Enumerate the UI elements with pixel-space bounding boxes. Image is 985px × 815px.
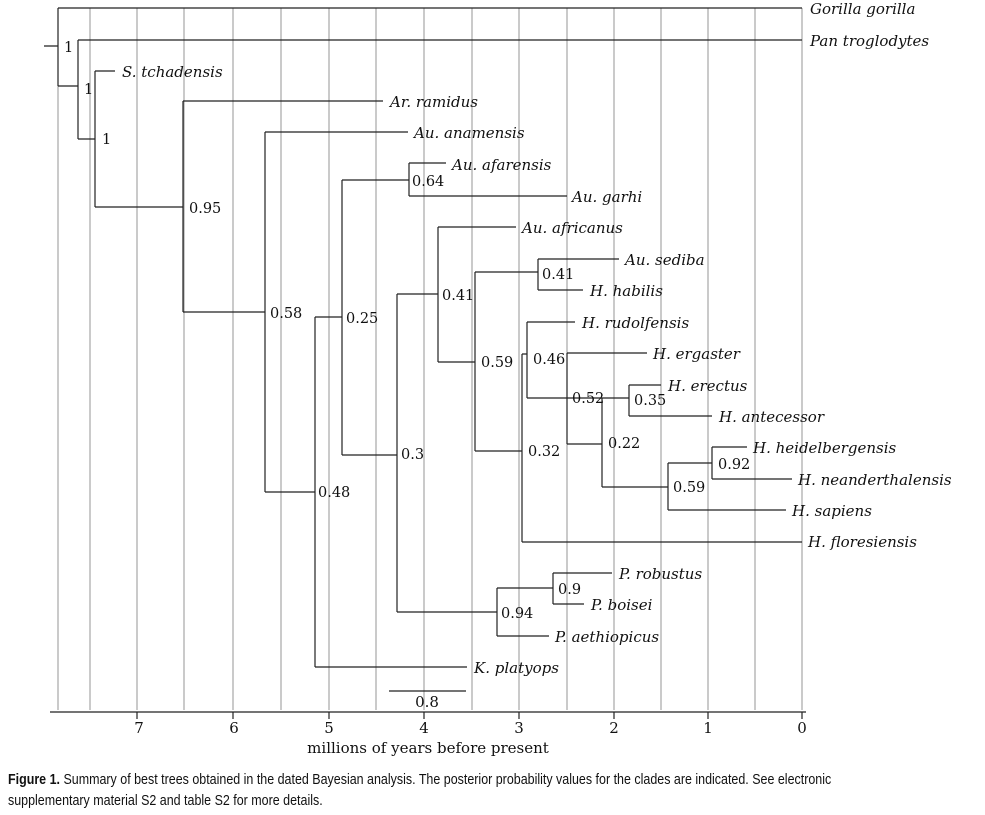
posterior-value: 0.95 xyxy=(189,201,221,217)
taxon-label: H. erectus xyxy=(667,377,748,395)
tree-diagram: Gorilla gorilla Pan troglodytes S. tchad… xyxy=(44,0,952,757)
branch-ramidus-clade xyxy=(182,100,383,313)
posterior-value: 1 xyxy=(64,40,73,56)
posterior-value: 0.25 xyxy=(346,311,378,327)
branch-sapiens-clade xyxy=(667,462,786,511)
posterior-value: 0.92 xyxy=(718,457,750,473)
taxon-label: Au. africanus xyxy=(520,219,623,237)
posterior-value: 0.59 xyxy=(673,480,705,496)
branch-homo-rest xyxy=(474,271,538,452)
posterior-value: 0.32 xyxy=(528,444,560,460)
axis-tick-label: 3 xyxy=(514,719,524,737)
tree-branches xyxy=(44,7,802,668)
posterior-value: 0.94 xyxy=(501,606,533,622)
branch-anamensis-clade xyxy=(264,131,408,493)
branch-africanus-rest xyxy=(437,226,516,363)
taxon-label: H. neanderthalensis xyxy=(797,471,952,489)
posterior-value: 1 xyxy=(102,132,111,148)
posterior-value: 0.59 xyxy=(481,355,513,371)
branch-erectus-antecessor xyxy=(628,384,712,417)
posterior-value: 0.35 xyxy=(634,393,666,409)
taxon-label: P. boisei xyxy=(590,596,653,614)
taxon-label: H. heidelbergensis xyxy=(752,439,897,457)
posterior-labels: 1 1 1 0.95 0.58 0.48 0.64 0.25 0.3 0.41 … xyxy=(64,40,750,622)
axis-tick-label: 1 xyxy=(703,719,713,737)
posterior-value: 0.3 xyxy=(401,447,424,463)
caption-label: Figure 1. xyxy=(8,772,60,788)
taxon-label: Au. garhi xyxy=(570,188,642,206)
axis-tick-label: 0 xyxy=(797,719,807,737)
posterior-value: 0.46 xyxy=(533,352,565,368)
branch-pan-clade xyxy=(77,39,802,140)
posterior-value: 0.22 xyxy=(608,436,640,452)
scale-bar-label: 0.8 xyxy=(415,693,439,711)
posterior-value: 0.9 xyxy=(558,582,581,598)
axis-tick-label: 6 xyxy=(229,719,239,737)
taxon-label: Au. sediba xyxy=(623,251,705,269)
taxon-label: H. antecessor xyxy=(718,408,825,426)
posterior-value: 0.64 xyxy=(412,174,444,190)
posterior-value: 0.41 xyxy=(442,288,474,304)
branch-sediba-habilis xyxy=(537,258,619,291)
figure-caption: Figure 1. Summary of best trees obtained… xyxy=(8,770,847,812)
axis-tick-label: 5 xyxy=(324,719,334,737)
posterior-value: 0.58 xyxy=(270,306,302,322)
time-gridlines xyxy=(57,8,803,710)
axis-tick-label: 7 xyxy=(134,719,144,737)
branch-paranthropus xyxy=(496,587,553,637)
taxon-label: Pan troglodytes xyxy=(809,32,929,50)
posterior-value: 1 xyxy=(84,82,93,98)
taxon-label: Au. afarensis xyxy=(450,156,552,174)
branch-heidel-neander xyxy=(711,446,792,480)
branch-robustus-boisei xyxy=(552,572,612,605)
branch-later-homo xyxy=(601,398,668,488)
scale-bar: 0.8 xyxy=(389,690,466,711)
axis-tick-label: 2 xyxy=(609,719,619,737)
taxon-label: Gorilla gorilla xyxy=(810,0,915,18)
taxon-label: Au. anamensis xyxy=(412,124,525,142)
taxon-label: P. aethiopicus xyxy=(554,628,659,646)
branch-sahel-clade xyxy=(94,70,183,208)
posterior-value: 0.41 xyxy=(542,267,574,283)
branch-rudolfensis-rest xyxy=(526,321,575,399)
taxon-label: S. tchadensis xyxy=(122,63,223,81)
time-axis: 7 6 5 4 3 2 1 0 millions of years before… xyxy=(50,711,807,757)
branch-root xyxy=(44,7,802,87)
taxon-label: H. habilis xyxy=(589,282,663,300)
taxon-label: P. robustus xyxy=(618,565,702,583)
taxon-labels: Gorilla gorilla Pan troglodytes S. tchad… xyxy=(122,0,952,677)
posterior-value: 0.48 xyxy=(318,485,350,501)
taxon-label: H. floresiensis xyxy=(807,533,917,551)
branch-afarensis-garhi xyxy=(408,162,567,197)
taxon-label: H. ergaster xyxy=(652,345,741,363)
taxon-label: K. platyops xyxy=(473,659,559,677)
branch-platyops-clade xyxy=(314,316,467,668)
branch-floresiensis-rest xyxy=(521,353,802,543)
taxon-label: H. rudolfensis xyxy=(581,314,689,332)
axis-label: millions of years before present xyxy=(307,739,549,757)
taxon-label: Ar. ramidus xyxy=(388,93,478,111)
branch-paranthropus-rest xyxy=(396,293,497,613)
branch-afarensis-rest xyxy=(341,179,409,456)
posterior-value: 0.52 xyxy=(572,391,604,407)
caption-text: Summary of best trees obtained in the da… xyxy=(8,772,832,809)
axis-tick-label: 4 xyxy=(419,719,429,737)
taxon-label: H. sapiens xyxy=(791,502,872,520)
